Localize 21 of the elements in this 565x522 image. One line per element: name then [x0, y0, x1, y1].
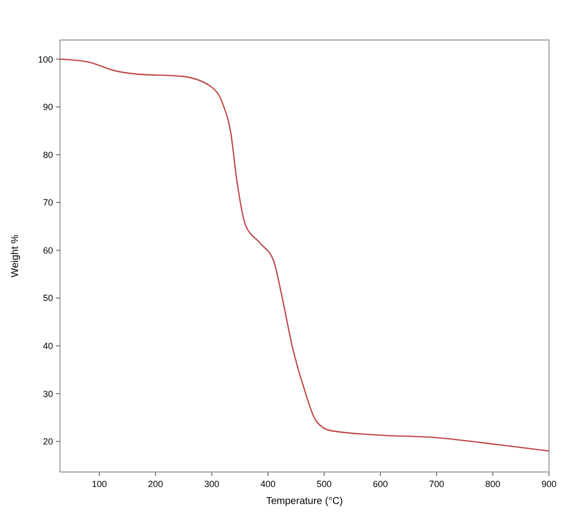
y-tick-label: 70	[42, 198, 53, 208]
y-tick-label: 100	[38, 54, 53, 64]
y-tick-label: 60	[42, 245, 53, 256]
x-tick-label: 900	[541, 479, 557, 489]
x-tick-label: 100	[92, 479, 107, 489]
y-axis-title: Weight %	[10, 234, 21, 278]
x-tick-label: 200	[148, 479, 164, 489]
line-series	[59, 58, 550, 452]
x-tick-label: 400	[260, 479, 276, 489]
y-tick-label: 20	[42, 436, 53, 447]
y-tick-label: 40	[42, 340, 53, 351]
x-tick-label: 600	[372, 479, 388, 489]
x-tick-label: 700	[429, 479, 444, 489]
x-tick-label: 500	[316, 479, 332, 489]
y-tick-label: 30	[42, 388, 53, 399]
x-axis-title: Temperature (°C)	[266, 496, 343, 507]
x-tick-label: 300	[204, 479, 220, 489]
x-tick-label: 800	[485, 479, 500, 489]
y-tick-label: 80	[42, 150, 53, 160]
y-tick-label: 50	[42, 293, 53, 304]
y-tick-label: 90	[42, 102, 53, 112]
